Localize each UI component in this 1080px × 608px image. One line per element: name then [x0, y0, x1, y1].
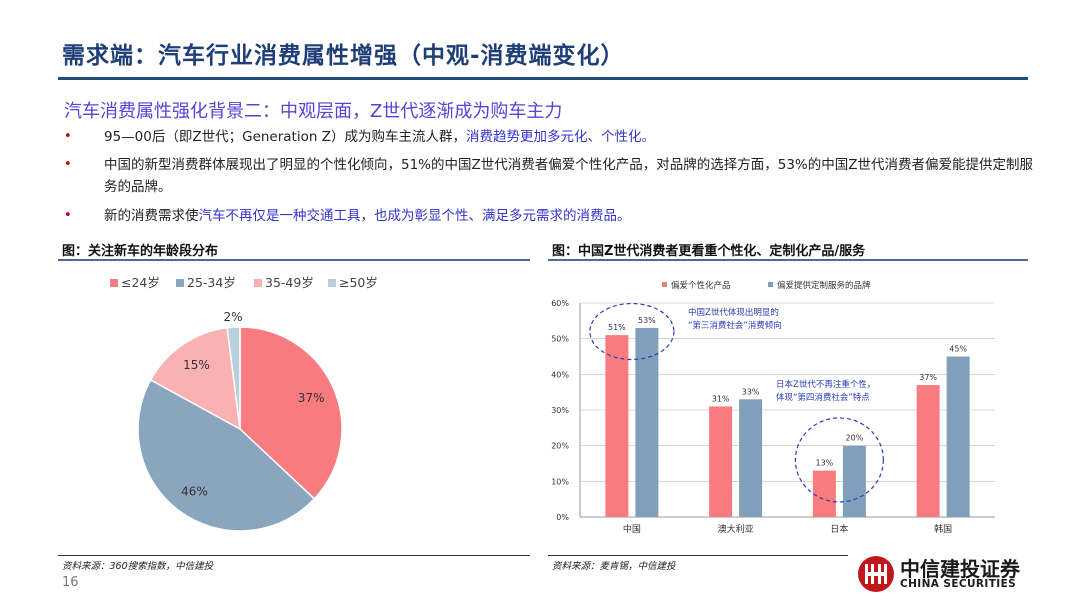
right-source-note: 资料来源：麦肯锡，中信建投	[552, 561, 676, 572]
pie-slice	[226, 326, 241, 430]
pie-legend-swatch	[328, 279, 336, 287]
left-source-note: 资料来源：360搜索指数，中信建投	[62, 561, 214, 572]
right-footer-rule	[548, 555, 848, 556]
annotation-ellipse	[589, 302, 675, 361]
left-footer-rule	[58, 555, 530, 556]
pie-legend-label: ≤24岁	[121, 275, 160, 290]
pie-slice	[149, 326, 241, 431]
pie-legend-label: ≥50岁	[339, 275, 378, 290]
bullet-text: 新的消费需求使	[104, 208, 199, 224]
pie-legend-label: 25-34岁	[187, 275, 236, 290]
pie-legend-swatch	[176, 279, 184, 287]
bar-data-label: 33%	[742, 387, 760, 396]
pie-slice	[137, 378, 316, 532]
section-subtitle: 汽车消费属性强化背景二：中观层面，Z世代逐渐成为购车主力	[64, 101, 563, 122]
bullet-highlight: 汽车不再仅是一种交通工具，也成为彰显个性、满足多元需求的消费品。	[198, 208, 631, 224]
bar-mark	[739, 399, 763, 517]
bar-mark	[635, 327, 659, 517]
pie-slices	[137, 326, 343, 532]
left-figure-heading: 图：关注新车的年龄段分布	[62, 244, 219, 259]
title-divider	[58, 77, 1028, 80]
company-logo-icon	[858, 556, 894, 592]
bar-y-tick: 10%	[551, 477, 569, 486]
bar-y-tick: 30%	[551, 406, 569, 415]
pie-labels: 37% 46% 15% 2%	[181, 310, 324, 498]
bar-x-axis: 中国 澳大利亚 日本 韩国	[623, 523, 952, 535]
bar-x-tick: 中国	[623, 523, 641, 535]
right-figure-heading: 图：中国Z世代消费者更看重个性化、定制化产品/服务	[552, 244, 866, 259]
bar-mark	[842, 445, 866, 517]
bar-legend-label: 偏爱个性化产品	[671, 280, 731, 291]
pie-data-label: 46%	[181, 485, 208, 499]
bar-legend-swatch	[768, 282, 773, 287]
z-generation-bar-chart: 偏爱个性化产品 偏爱提供定制服务的品牌 0%10%20%30%40%50%60% …	[551, 280, 995, 535]
bar-data-label: 53%	[638, 316, 656, 325]
pie-legend-swatch	[110, 279, 118, 287]
bar-x-tick: 日本	[830, 523, 848, 535]
bar-data-label: 51%	[608, 323, 626, 332]
bar-mark	[709, 406, 733, 517]
bullet-dot: •	[64, 129, 72, 144]
bar-data-label: 20%	[845, 434, 863, 443]
bullet-text: 中国的新型消费群体展现出了明显的个性化倾向，51%的中国Z世代消费者偏爱个性化产…	[104, 157, 1034, 195]
bar-mark	[605, 335, 629, 517]
bar-y-tick: 0%	[556, 513, 569, 522]
pie-legend-label: 35-49岁	[265, 275, 314, 290]
bar-legend: 偏爱个性化产品 偏爱提供定制服务的品牌	[662, 280, 871, 291]
pie-data-label: 37%	[298, 391, 325, 405]
bar-y-tick: 50%	[551, 335, 569, 344]
logo-english-name: CHINA SECURITIES	[900, 578, 1017, 590]
bar-data-label: 31%	[712, 394, 730, 403]
pie-data-label: 2%	[223, 310, 242, 324]
bar-mark	[916, 385, 940, 517]
logo-chinese-name: 中信建投证券	[900, 557, 1020, 581]
right-figure-rule	[548, 259, 1028, 261]
pie-legend-swatch	[254, 279, 262, 287]
bar-y-axis: 0% 10% 20% 30% 40% 50% 60%	[551, 299, 569, 522]
pie-legend: ≤24岁 25-34岁 35-49岁 ≥50岁	[110, 275, 378, 290]
left-figure-rule	[58, 259, 530, 261]
page-number: 16	[62, 575, 79, 590]
bar-data-label: 13%	[815, 459, 833, 468]
annotation-ellipse	[794, 417, 884, 503]
bullet-text: 95—00后（即Z世代；Generation Z）成为购车主流人群，	[104, 129, 466, 145]
bar-data-label: 45%	[949, 345, 967, 354]
pie-slice	[239, 326, 343, 500]
company-logo: 中信建投证券 CHINA SECURITIES	[854, 552, 1034, 596]
bar-x-tick: 澳大利亚	[718, 523, 754, 535]
bullet-dot: •	[64, 157, 72, 172]
chart-annotation-text: 中国Z世代体现出明显的	[688, 307, 779, 318]
bar-mark	[946, 356, 970, 517]
bullet-highlight: 消费趋势更加多元化、个性化。	[465, 129, 655, 145]
age-distribution-pie-chart: ≤24岁 25-34岁 35-49岁 ≥50岁 37% 46% 15% 2%	[110, 275, 378, 532]
bar-mark	[812, 470, 836, 517]
page-title: 需求端：汽车行业消费属性增强（中观-消费端变化）	[62, 43, 625, 69]
chart-annotation-text: 日本Z世代不再注重个性，	[776, 379, 875, 390]
bar-y-tick: 40%	[551, 370, 569, 379]
bar-y-tick: 20%	[551, 442, 569, 451]
bar-y-tick: 60%	[551, 299, 569, 308]
pie-data-label: 15%	[183, 358, 210, 372]
bar-data-label: 37%	[919, 373, 937, 382]
bullet-dot: •	[64, 208, 72, 223]
bar-x-tick: 韩国	[934, 523, 952, 535]
bar-legend-label: 偏爱提供定制服务的品牌	[777, 280, 871, 291]
chart-annotation-text: “第三消费社会”消费倾向	[688, 320, 782, 331]
chart-annotation-text: 体现“第四消费社会”特点	[776, 392, 870, 403]
bar-legend-swatch	[662, 282, 667, 287]
bar-marks: 51% 53% 31% 33% 13% 20% 37% 45%	[605, 316, 970, 517]
